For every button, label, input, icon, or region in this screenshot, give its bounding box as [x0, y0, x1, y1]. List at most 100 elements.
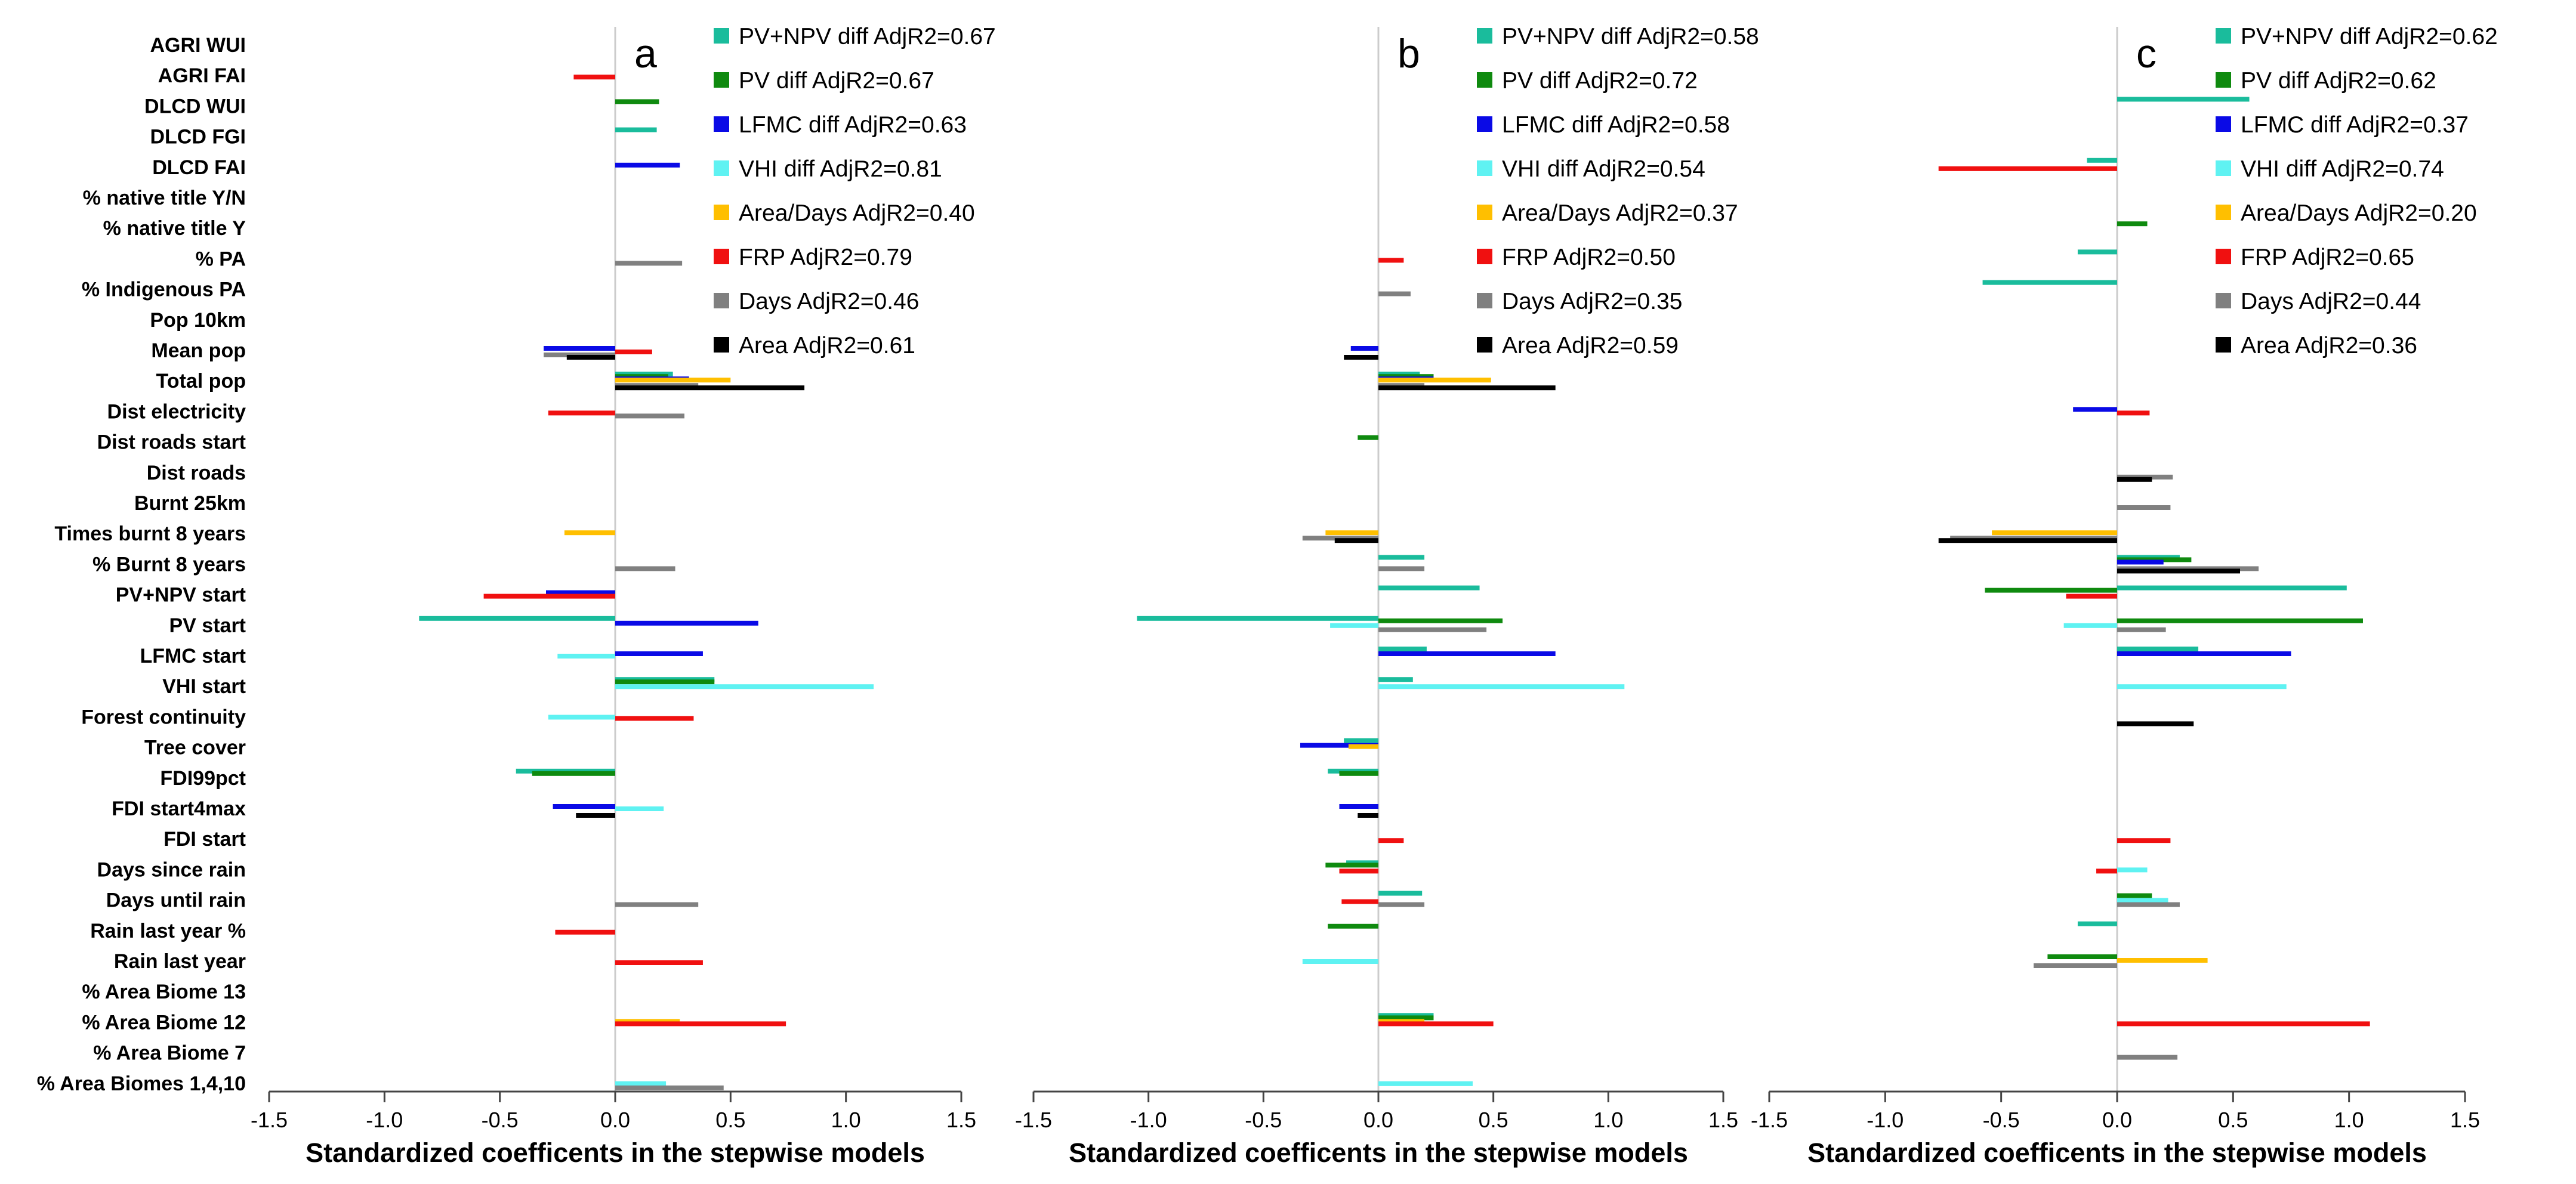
variable-label: Pop 10km — [150, 309, 246, 332]
coefficient-bar — [2117, 867, 2148, 873]
coefficient-bar — [1938, 166, 2117, 171]
coefficient-bar — [1339, 804, 1378, 809]
legend-swatch — [2216, 72, 2231, 88]
coefficient-bar — [555, 929, 615, 935]
coefficient-bar — [1378, 258, 1404, 263]
x-tick-label: 1.0 — [2334, 1108, 2364, 1132]
x-tick-label: -1.5 — [1015, 1108, 1052, 1132]
x-tick-label: 0.0 — [2102, 1108, 2132, 1132]
legend-swatch — [1477, 293, 1492, 308]
x-tick-label: 1.0 — [1593, 1108, 1623, 1132]
coefficient-bar — [1358, 435, 1378, 440]
coefficient-bar — [1328, 923, 1378, 929]
x-tick-label: 0.0 — [600, 1108, 630, 1132]
coefficient-bar — [615, 261, 683, 266]
legend-swatch — [2216, 205, 2231, 220]
coefficient-bar — [553, 804, 615, 809]
variable-label: FDI start4max — [112, 797, 246, 820]
coefficient-bar — [2117, 684, 2287, 690]
coefficient-bar — [2096, 868, 2117, 874]
coefficient-bar — [2117, 585, 2347, 591]
coefficient-bar — [615, 99, 659, 104]
legend-swatch — [714, 293, 729, 308]
coefficient-bar — [1378, 627, 1487, 632]
coefficient-bar — [1339, 868, 1378, 874]
x-tick-label: -1.0 — [366, 1108, 403, 1132]
coefficient-bar — [615, 620, 758, 626]
coefficient-bar — [1325, 530, 1378, 536]
coefficient-bar — [2077, 921, 2117, 926]
variable-label: Dist roads start — [97, 431, 246, 454]
x-tick-label: -1.0 — [1130, 1108, 1167, 1132]
variable-label: % PA — [196, 248, 246, 270]
variable-label: Forest continuity — [81, 706, 246, 728]
coefficient-bar — [1378, 618, 1503, 623]
legend-swatch — [1477, 337, 1492, 353]
coefficient-bar — [2077, 249, 2117, 255]
legend-label: FRP AdjR2=0.65 — [2241, 245, 2414, 270]
legend-label: Area/Days AdjR2=0.40 — [739, 200, 975, 226]
coefficient-bar — [1378, 291, 1411, 296]
x-tick-label: 0.5 — [715, 1108, 745, 1132]
legend-swatch — [714, 28, 729, 44]
coefficient-bar — [2117, 97, 2250, 102]
coefficient-bar — [1378, 838, 1404, 843]
variable-label: Days until rain — [106, 889, 246, 912]
coefficient-bar — [2117, 893, 2152, 898]
coefficient-bar — [2034, 963, 2117, 968]
legend-label: VHI diff AdjR2=0.74 — [2241, 156, 2444, 182]
variable-label: VHI start — [162, 675, 246, 698]
legend-label: Days AdjR2=0.44 — [2241, 289, 2421, 314]
legend-label: FRP AdjR2=0.50 — [1502, 245, 1676, 270]
coefficient-bar — [1344, 738, 1378, 743]
variable-label: DLCD WUI — [144, 95, 246, 118]
coefficient-bar — [1341, 899, 1378, 904]
legend-label: Area/Days AdjR2=0.20 — [2241, 200, 2477, 226]
coefficient-bar — [1378, 1021, 1494, 1027]
coefficient-bar — [2117, 838, 2171, 843]
legend-swatch — [2216, 160, 2231, 176]
coefficient-bar — [1378, 891, 1423, 896]
x-tick-label: -1.5 — [1751, 1108, 1788, 1132]
coefficient-bar — [1378, 1081, 1473, 1086]
coefficient-bar — [2066, 593, 2117, 599]
legend-swatch — [714, 205, 729, 220]
coefficient-bar — [1378, 902, 1425, 907]
variable-label: Total pop — [156, 370, 246, 392]
legend-label: Area AdjR2=0.36 — [2241, 333, 2417, 358]
variable-label: Rain last year — [114, 950, 246, 973]
coefficient-bar — [615, 1021, 786, 1027]
coefficient-bar — [548, 715, 615, 720]
coefficient-bar — [564, 530, 615, 536]
legend-swatch — [1477, 72, 1492, 88]
coefficient-bar — [615, 350, 652, 354]
x-tick-label: -1.5 — [251, 1108, 288, 1132]
coefficient-bar — [483, 593, 615, 599]
legend-label: PV diff AdjR2=0.62 — [2241, 68, 2436, 94]
coefficient-bar — [1378, 585, 1480, 591]
coefficient-bar — [2117, 958, 2208, 963]
coefficient-bar — [557, 654, 615, 659]
x-axis-title: Standardized coefficents in the stepwise… — [1807, 1137, 2427, 1168]
legend-label: Area AdjR2=0.59 — [1502, 333, 1679, 358]
legend-label: PV diff AdjR2=0.67 — [739, 68, 934, 94]
legend-swatch — [714, 337, 729, 353]
coefficient-bar — [2117, 651, 2291, 656]
x-axis-title: Standardized coefficents in the stepwise… — [1069, 1137, 1688, 1168]
coefficient-bar — [2117, 1021, 2370, 1027]
legend-swatch — [714, 160, 729, 176]
coefficient-bar — [615, 902, 699, 907]
coefficient-bar — [615, 716, 694, 721]
variable-label: DLCD FGI — [150, 126, 246, 149]
legend-swatch — [2216, 293, 2231, 308]
x-axis-title: Standardized coefficents in the stepwise… — [306, 1137, 925, 1168]
variable-label: AGRI WUI — [150, 34, 246, 57]
coefficient-bar — [1378, 677, 1413, 682]
variable-label: PV start — [169, 614, 246, 637]
coefficient-bar — [2117, 568, 2240, 574]
variable-label: LFMC start — [140, 645, 246, 667]
coefficient-bar — [615, 413, 684, 419]
legend-label: LFMC diff AdjR2=0.58 — [1502, 112, 1730, 138]
coefficient-bar — [1938, 538, 2117, 543]
